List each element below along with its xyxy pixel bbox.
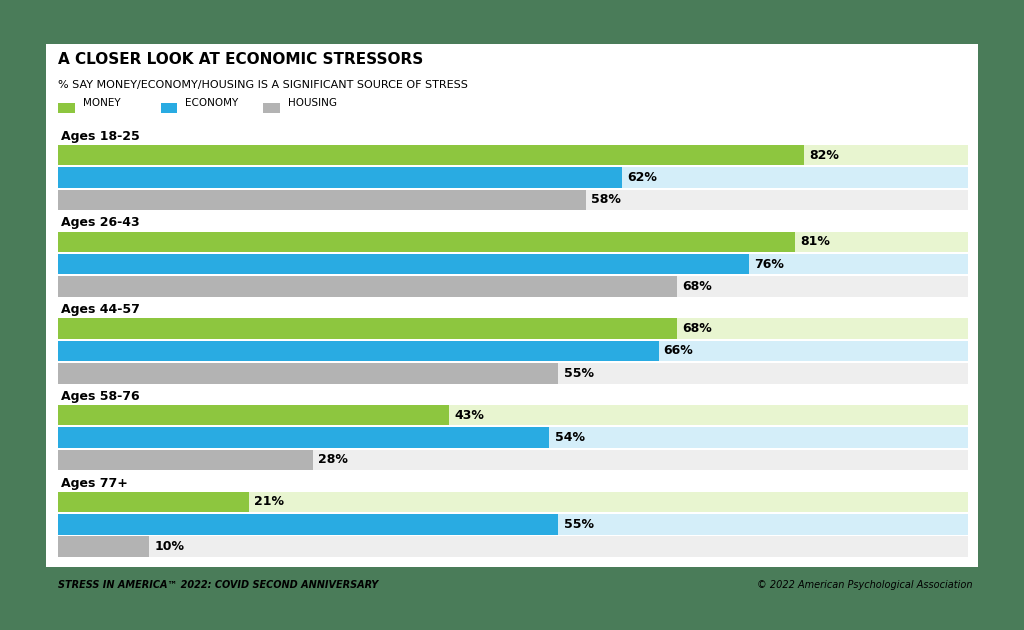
- Text: Ages 18-25: Ages 18-25: [61, 130, 140, 143]
- Bar: [161, 103, 177, 113]
- Text: 54%: 54%: [555, 431, 585, 444]
- Bar: [58, 318, 968, 339]
- Text: ECONOMY: ECONOMY: [185, 98, 239, 108]
- Bar: [58, 145, 804, 166]
- Text: 10%: 10%: [155, 540, 184, 553]
- Bar: [58, 168, 623, 188]
- Bar: [58, 363, 968, 384]
- Text: Ages 26-43: Ages 26-43: [61, 217, 140, 229]
- Bar: [58, 405, 450, 425]
- Bar: [58, 318, 677, 339]
- Bar: [58, 232, 968, 252]
- Bar: [58, 491, 249, 512]
- Bar: [58, 450, 968, 470]
- Text: 68%: 68%: [682, 322, 712, 335]
- Text: STRESS IN AMERICA™ 2022: COVID SECOND ANNIVERSARY: STRESS IN AMERICA™ 2022: COVID SECOND AN…: [58, 580, 379, 590]
- Text: % SAY MONEY/ECONOMY/HOUSING IS A SIGNIFICANT SOURCE OF STRESS: % SAY MONEY/ECONOMY/HOUSING IS A SIGNIFI…: [58, 80, 468, 90]
- Text: 43%: 43%: [455, 409, 484, 421]
- Text: 28%: 28%: [318, 454, 348, 466]
- Text: 68%: 68%: [682, 280, 712, 293]
- Bar: [58, 341, 968, 361]
- Text: © 2022 American Psychological Association: © 2022 American Psychological Associatio…: [758, 580, 973, 590]
- Text: MONEY: MONEY: [83, 98, 121, 108]
- Bar: [58, 254, 750, 275]
- Bar: [263, 103, 280, 113]
- Text: HOUSING: HOUSING: [288, 98, 337, 108]
- Bar: [58, 427, 550, 448]
- Text: 55%: 55%: [563, 518, 594, 531]
- Bar: [46, 44, 978, 567]
- Bar: [58, 145, 968, 166]
- Bar: [58, 491, 968, 512]
- Bar: [58, 427, 968, 448]
- Bar: [58, 254, 968, 275]
- Bar: [58, 103, 75, 113]
- Bar: [58, 536, 968, 557]
- Text: 62%: 62%: [628, 171, 657, 184]
- Text: 58%: 58%: [591, 193, 621, 207]
- Text: 81%: 81%: [800, 236, 829, 248]
- Text: 76%: 76%: [755, 258, 784, 271]
- Text: A CLOSER LOOK AT ECONOMIC STRESSORS: A CLOSER LOOK AT ECONOMIC STRESSORS: [58, 52, 424, 67]
- Text: 66%: 66%: [664, 345, 693, 357]
- Bar: [58, 168, 968, 188]
- Text: Ages 58-76: Ages 58-76: [61, 390, 140, 403]
- Text: 82%: 82%: [809, 149, 839, 162]
- Bar: [58, 190, 968, 210]
- Bar: [58, 514, 968, 534]
- Bar: [58, 232, 795, 252]
- Bar: [58, 514, 558, 534]
- Text: 21%: 21%: [254, 495, 285, 508]
- Bar: [58, 363, 558, 384]
- Text: 55%: 55%: [563, 367, 594, 380]
- Bar: [58, 277, 677, 297]
- Text: Ages 44-57: Ages 44-57: [61, 303, 140, 316]
- Bar: [58, 536, 150, 557]
- Bar: [58, 450, 313, 470]
- Bar: [58, 190, 586, 210]
- Bar: [58, 341, 658, 361]
- Text: Ages 77+: Ages 77+: [61, 476, 128, 490]
- Bar: [58, 277, 968, 297]
- Bar: [58, 405, 968, 425]
